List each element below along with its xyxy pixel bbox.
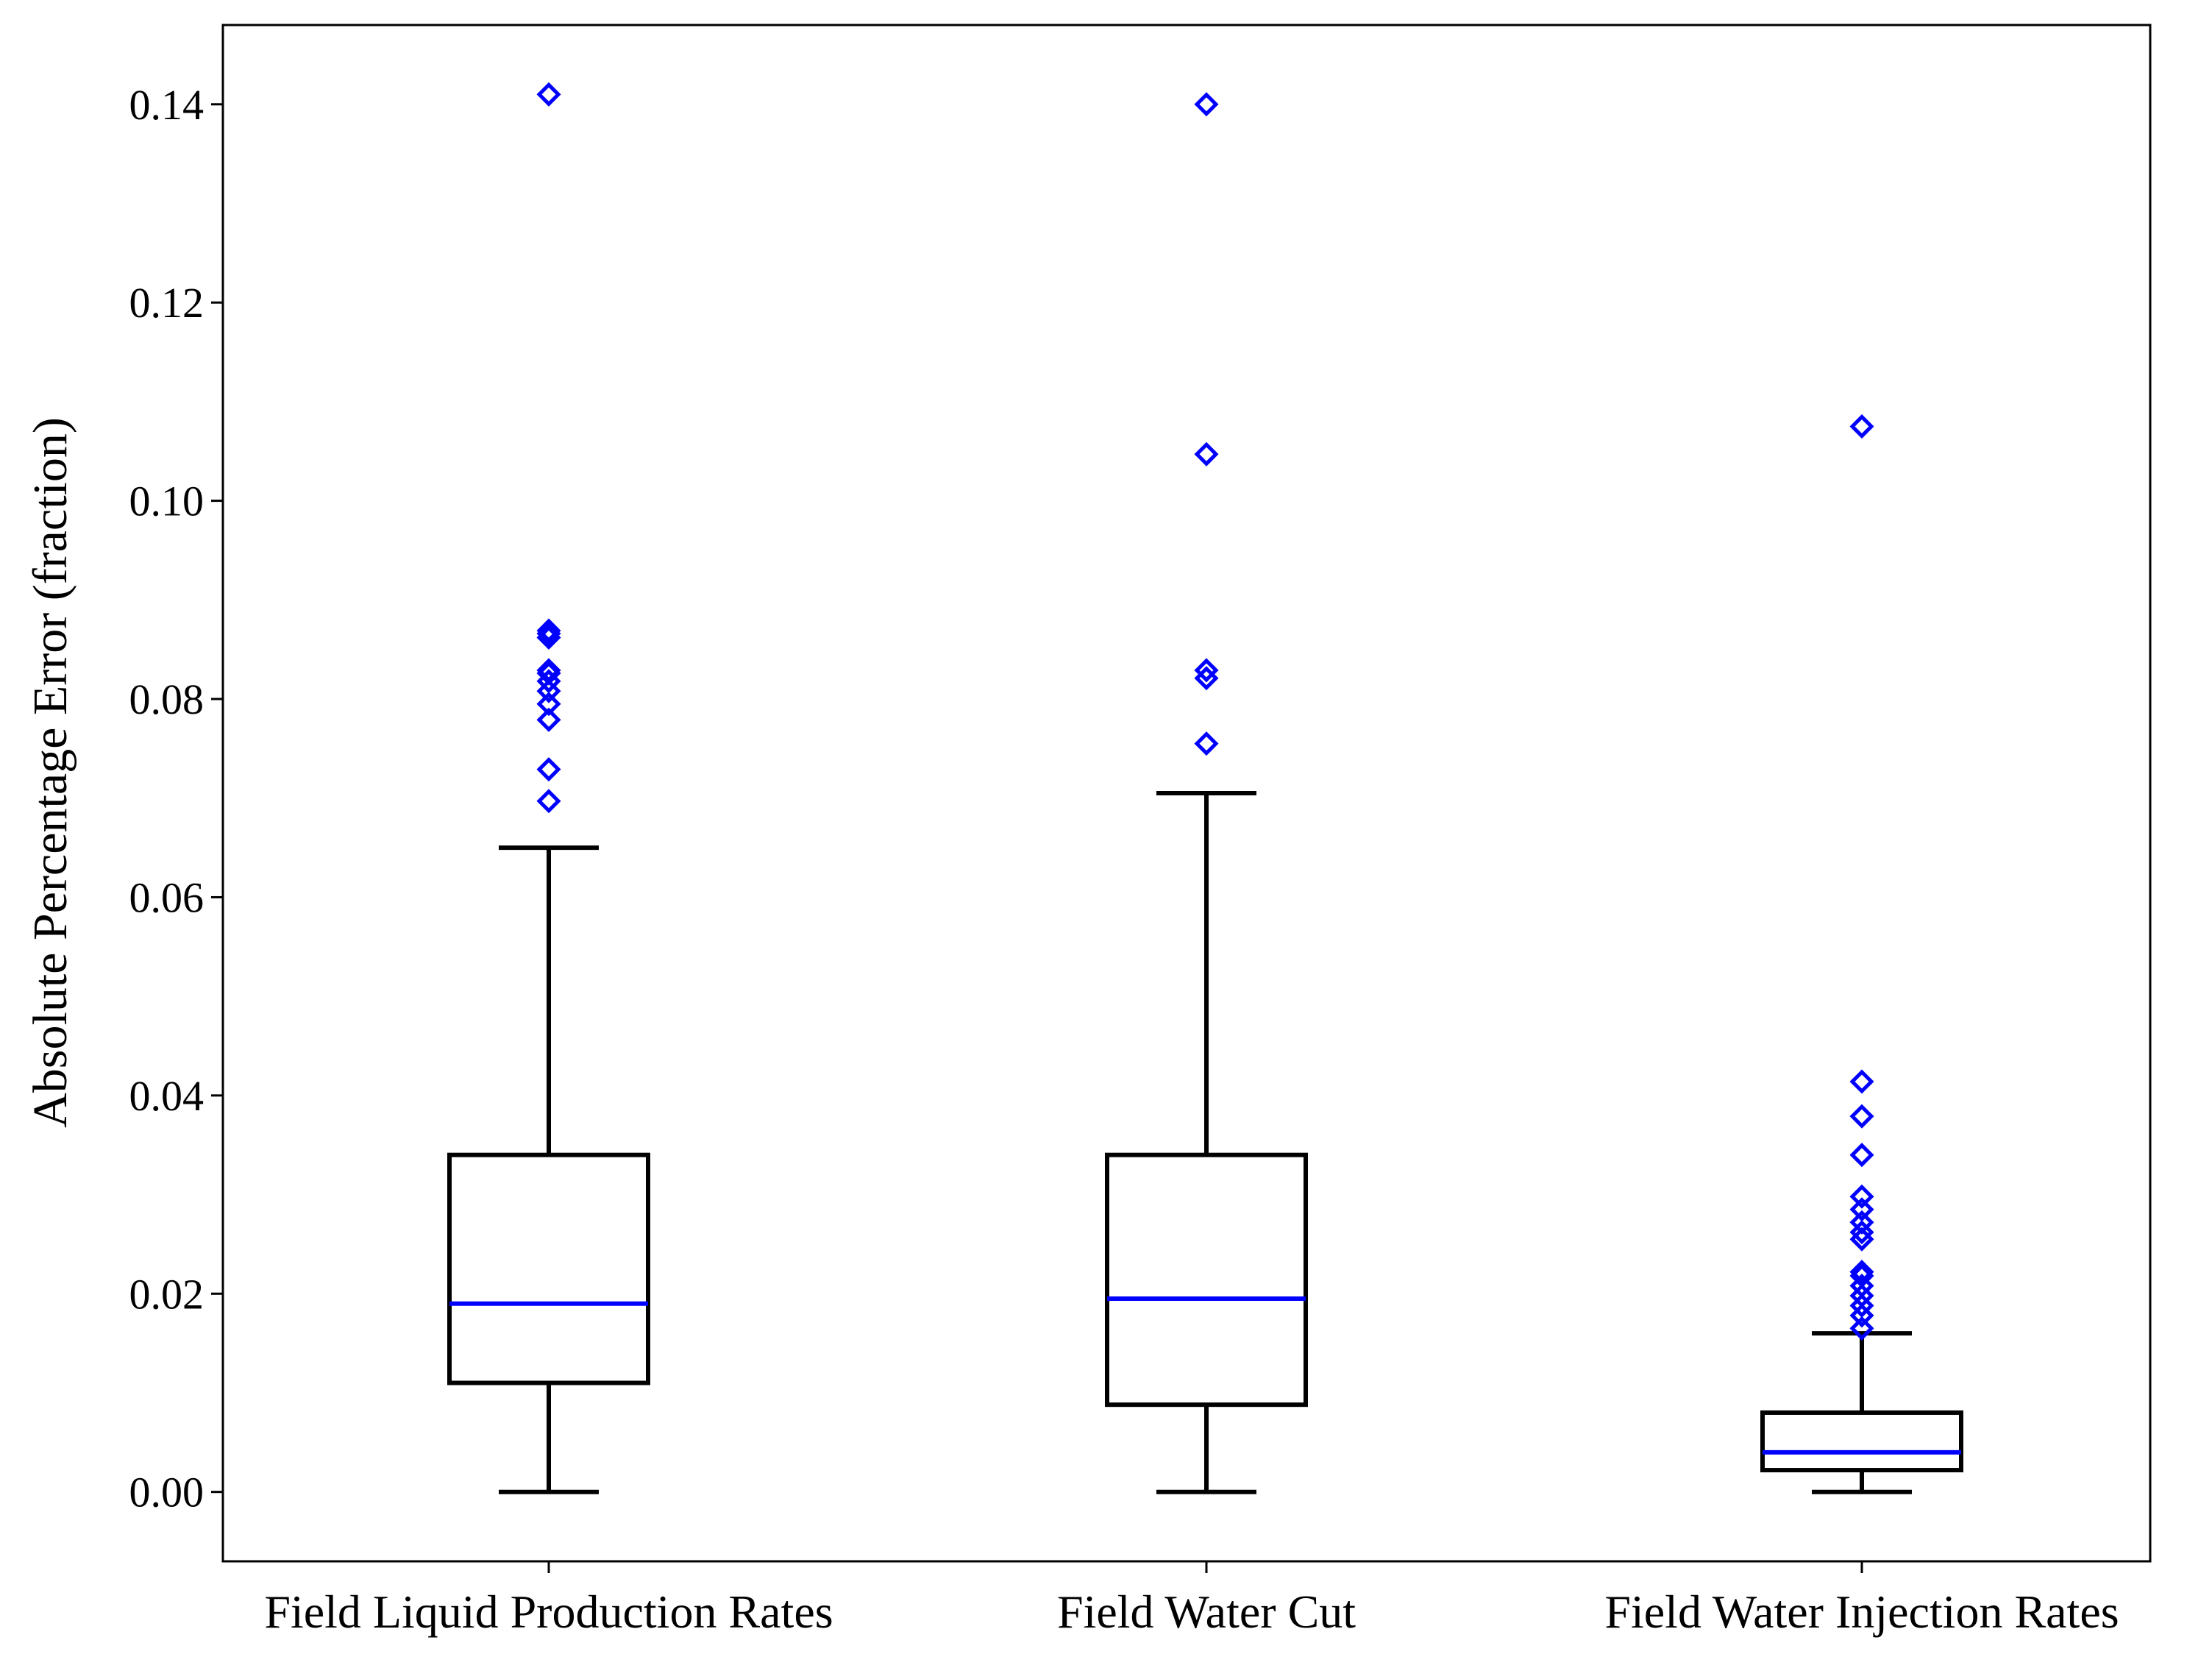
outlier-point (1849, 1260, 1874, 1285)
y-tick-label: 0.14 (129, 81, 205, 129)
y-tick-label: 0.00 (129, 1469, 205, 1516)
x-category-label: Field Water Cut (1057, 1586, 1356, 1638)
outlier-point (1849, 1197, 1874, 1222)
outlier-point (536, 658, 561, 683)
outlier-point (536, 621, 561, 646)
outlier-point (536, 661, 561, 686)
outlier-point (1849, 1293, 1874, 1318)
outlier-point (536, 678, 561, 703)
outlier-point (1849, 1184, 1874, 1209)
outlier-point (1849, 1069, 1874, 1094)
iqr-box (1105, 1152, 1308, 1408)
outlier-point (536, 692, 561, 717)
outlier-point (536, 789, 561, 814)
x-category-label: Field Water Injection Rates (1604, 1586, 2119, 1638)
y-tick-label: 0.02 (129, 1270, 205, 1318)
iqr-box (1760, 1410, 1963, 1473)
y-tick-label: 0.04 (129, 1072, 205, 1120)
outlier-point (1849, 1316, 1874, 1341)
outlier-point (1194, 658, 1219, 683)
outlier-point (536, 82, 561, 107)
outlier-point (1849, 1143, 1874, 1168)
outlier-point (1849, 414, 1874, 439)
y-tick-label: 0.06 (129, 873, 205, 921)
plot-area-frame (221, 24, 2152, 1563)
outlier-point (1849, 1220, 1874, 1245)
outlier-point (536, 707, 561, 732)
y-tick-label: 0.08 (129, 675, 205, 723)
outlier-point (1849, 1283, 1874, 1308)
y-tick-label: 0.12 (129, 279, 205, 327)
x-category-label: Field Liquid Production Rates (264, 1586, 833, 1638)
outlier-point (1849, 1210, 1874, 1235)
outlier-point (1849, 1104, 1874, 1129)
outlier-point (1849, 1273, 1874, 1299)
box-group (1105, 92, 1308, 1494)
box-group (447, 82, 650, 1494)
outlier-point (1194, 441, 1219, 466)
outlier-point (1849, 1303, 1874, 1328)
box-group (1760, 414, 1963, 1494)
iqr-box (447, 1152, 650, 1385)
outlier-point (536, 618, 561, 643)
y-axis-title: Absolute Percentage Error (fraction) (24, 417, 77, 1128)
outlier-point (1194, 731, 1219, 756)
y-tick-label: 0.10 (129, 478, 205, 525)
outlier-point (1194, 92, 1219, 117)
outlier-point (536, 757, 561, 782)
